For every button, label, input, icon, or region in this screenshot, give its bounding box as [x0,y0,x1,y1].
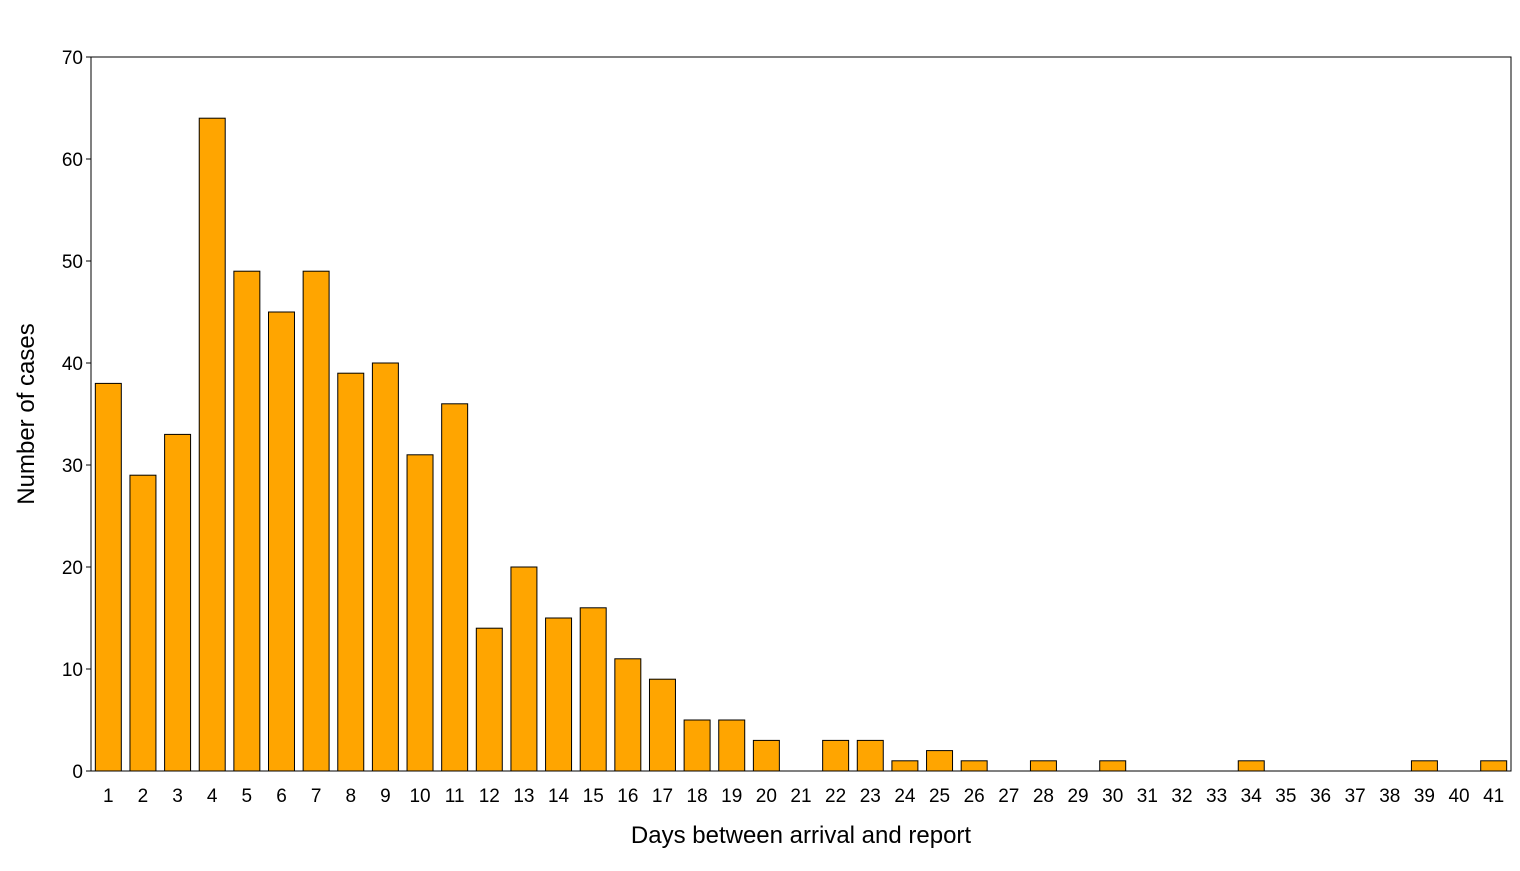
x-tick-label: 17 [652,786,673,807]
x-tick-label: 1 [103,786,114,807]
x-tick-label: 3 [172,786,183,807]
x-tick-label: 14 [548,786,570,807]
x-tick-label: 26 [964,786,985,807]
x-tick-label: 32 [1171,786,1192,807]
y-tick-label: 60 [62,150,83,171]
bar-day-20 [752,739,780,772]
bar-day-8 [337,372,365,772]
bar-day-30 [1099,760,1127,772]
x-tick-label: 38 [1379,786,1400,807]
bar-day-12 [475,627,503,772]
x-tick-label: 39 [1414,786,1435,807]
x-tick-label: 9 [380,786,391,807]
x-tick-label: 21 [790,786,811,807]
x-tick-label: 37 [1345,786,1366,807]
bar-day-13 [510,566,538,772]
x-axis-ticks: 1 2 3 4 5 6 7 8 9 10 11 12 13 14 15 16 17 18 19 20 21 22 23 24 2… [103,786,1504,807]
bar-day-1 [94,382,122,772]
x-tick-label: 16 [617,786,638,807]
x-tick-label: 40 [1448,786,1469,807]
bar-day-18 [683,719,711,772]
bar-day-4 [198,117,226,772]
y-axis-title: Number of cases [13,323,40,504]
y-tick-label: 0 [72,762,83,783]
bar-day-22 [822,739,850,772]
x-tick-label: 25 [929,786,950,807]
y-tick-label: 70 [62,48,83,69]
y-tick-label: 40 [62,354,83,375]
bar-day-34 [1237,760,1265,772]
bar-day-6 [268,311,295,772]
bar-day-9 [371,362,399,772]
bar-day-14 [545,617,573,772]
x-tick-label: 29 [1067,786,1088,807]
bar-day-39 [1410,760,1438,772]
bar-day-19 [718,719,746,772]
bar-day-15 [579,607,607,772]
x-tick-label: 11 [445,786,465,807]
bar-day-26 [960,760,988,772]
x-tick-label: 7 [311,786,322,807]
bar-day-16 [614,658,642,772]
bar-day-10 [406,454,434,772]
x-tick-label: 12 [479,786,500,807]
y-tick-label: 50 [62,252,83,273]
x-tick-label: 22 [825,786,846,807]
x-tick-label: 8 [345,786,356,807]
x-tick-label: 27 [998,786,1019,807]
bar-day-25 [926,750,954,772]
y-axis-ticks: 0 10 20 30 40 50 60 70 [62,48,91,783]
x-tick-label: 10 [409,786,430,807]
y-tick-label: 30 [62,456,83,477]
x-tick-label: 28 [1033,786,1054,807]
bar-day-17 [648,678,676,772]
x-tick-label: 5 [242,786,253,807]
x-tick-label: 34 [1241,786,1263,807]
x-tick-label: 23 [860,786,881,807]
x-tick-label: 35 [1275,786,1296,807]
x-tick-label: 36 [1310,786,1331,807]
x-tick-label: 15 [583,786,604,807]
bar-day-2 [129,474,157,772]
x-tick-label: 6 [276,786,287,807]
plot-area-frame [90,56,1512,772]
y-tick-label: 10 [62,660,83,681]
x-tick-label: 19 [721,786,742,807]
bar-day-28 [1029,760,1057,772]
y-tick-label: 20 [62,558,83,579]
x-tick-label: 4 [207,786,218,807]
bar-day-5 [233,270,261,772]
x-tick-label: 24 [894,786,916,807]
bar-day-11 [441,403,469,772]
x-axis-title: Days between arrival and report [631,822,972,849]
bar-day-7 [302,270,330,772]
x-tick-label: 13 [513,786,534,807]
bar-day-23 [856,739,884,772]
x-tick-label: 30 [1102,786,1123,807]
x-tick-label: 33 [1206,786,1227,807]
x-tick-label: 31 [1137,786,1158,807]
bar-day-3 [164,433,192,772]
x-tick-label: 41 [1483,786,1504,807]
bar-day-41 [1480,760,1508,772]
x-tick-label: 2 [138,786,149,807]
bar-day-24 [891,760,919,772]
x-tick-label: 18 [687,786,708,807]
x-tick-label: 20 [756,786,777,807]
bars-group [94,117,1508,772]
